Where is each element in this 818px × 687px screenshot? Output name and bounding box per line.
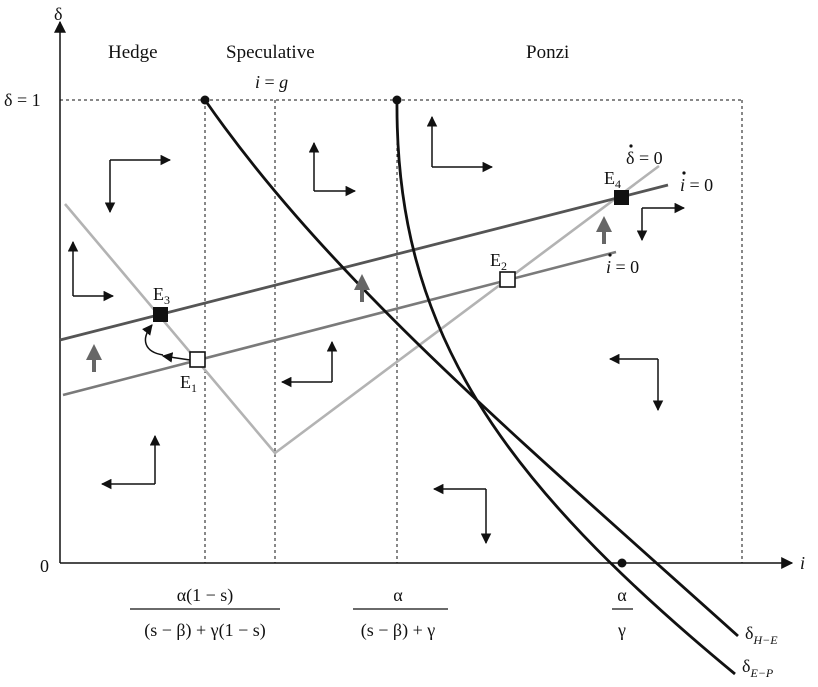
e1-to-e3-arrow: [141, 324, 164, 356]
phase-arrow-pair-9: [432, 483, 492, 545]
delta-dot-zero-curve: [64, 164, 660, 455]
delta-ep-curve: [395, 99, 736, 676]
x-tick-2-numerator: α: [393, 585, 403, 605]
intersection-dot: [617, 558, 627, 568]
delta-dot-label: δ = 0: [626, 148, 663, 168]
phase-arrow-pair-8: [608, 353, 664, 412]
x-tick-2-denominator: (s − β) + γ: [361, 620, 435, 641]
e1-to-left-arrow: [161, 352, 191, 363]
delta-ep-start-dot: [392, 95, 402, 105]
x-tick-1-denominator: (s − β) + γ(1 − s): [144, 620, 266, 641]
equilibrium-e4-marker: [614, 190, 629, 205]
x-tick-2: α (s − β) + γ: [353, 585, 448, 641]
x-axis-label: i: [800, 553, 805, 573]
delta-he-start-dot: [200, 95, 210, 105]
equilibrium-e1-marker: [189, 351, 206, 368]
phase-arrows: [67, 115, 686, 545]
delta-he-label: δH−E: [745, 623, 778, 647]
x-tick-3-denominator: γ: [617, 620, 626, 640]
x-tick-1-numerator: α(1 − s): [177, 585, 234, 606]
dotted-guides: [60, 99, 743, 563]
region-hedge: Hedge: [108, 42, 158, 63]
equilibrium-e3-marker: [153, 307, 168, 322]
i-dot-zero-lower-line: [62, 250, 617, 397]
i-dot-lower-label: i = 0: [606, 257, 639, 277]
i-dot-lower-overdot: [608, 253, 612, 257]
region-ponzi: Ponzi: [526, 42, 569, 63]
i-dot-upper-label: i = 0: [680, 175, 713, 195]
origin-label: 0: [40, 556, 49, 576]
delta-ep-label: δE−P: [742, 656, 774, 680]
phase-arrow-pair-3: [100, 434, 161, 490]
x-tick-3: α γ: [612, 585, 633, 640]
phase-arrow-pair-6: [426, 115, 494, 173]
region-speculative: Speculative: [226, 42, 315, 63]
equilibrium-e2-marker: [499, 271, 516, 288]
phase-arrow-pair-5: [280, 340, 338, 388]
x-tick-3-numerator: α: [617, 585, 627, 605]
phase-arrow-pair-4: [308, 141, 357, 197]
y-top-tick-label: δ = 1: [4, 90, 41, 110]
phase-arrow-pair-7: [636, 202, 686, 242]
x-tick-1: α(1 − s) (s − β) + γ(1 − s): [130, 585, 280, 641]
i-equals-g-label: i = g: [255, 72, 288, 92]
i-dot-upper-overdot: [682, 171, 686, 175]
e2-label: E2: [490, 250, 507, 273]
phase-arrow-pair-1: [104, 154, 172, 214]
y-axis-label: δ: [54, 4, 62, 24]
phase-arrow-pair-2: [67, 240, 115, 302]
e3-label: E3: [153, 284, 170, 307]
delta-he-curve: [203, 99, 739, 638]
e4-label: E4: [604, 168, 621, 191]
delta-dot-overdot: [629, 144, 633, 148]
gray-drift-arrows: [86, 216, 612, 372]
e1-label: E1: [180, 372, 197, 395]
